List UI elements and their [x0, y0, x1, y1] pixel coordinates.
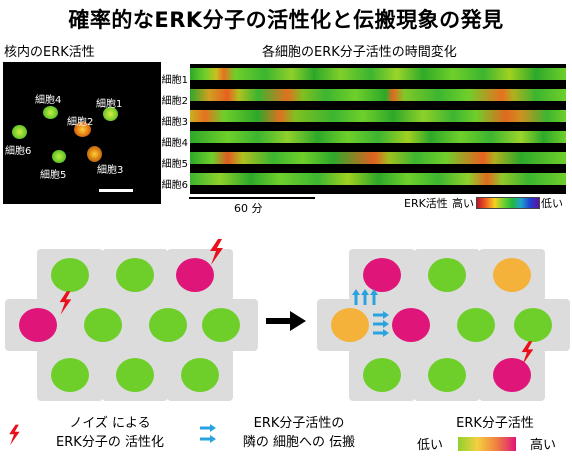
legend-propagation-line2: 隣の 細胞への 伝搬: [242, 435, 356, 450]
nucleus-active: [493, 358, 531, 392]
lightning-icon: [59, 291, 72, 315]
lightning-icon: [521, 341, 534, 365]
cell: [5, 299, 71, 351]
nucleus-inactive: [51, 358, 89, 392]
nucleus-cell1: [103, 107, 118, 121]
cell: [135, 299, 201, 351]
cell: [37, 249, 103, 301]
cell: [447, 299, 513, 351]
legend-noise-line1: ノイズ による: [69, 416, 151, 431]
micro-label-cell2: 細胞2: [67, 117, 94, 128]
micro-label-cell4: 細胞4: [35, 95, 62, 106]
time-scale-bar: [189, 197, 315, 199]
legend-activity-high: 高い: [530, 438, 557, 453]
nucleus-active: [392, 308, 430, 342]
scale-bar: [99, 189, 133, 192]
cell: [37, 349, 103, 401]
legend-noise-line2: ERK分子の 活性化: [56, 435, 164, 450]
colorscale-bar: [476, 197, 540, 209]
micro-label-cell3: 細胞3: [97, 165, 124, 176]
micro-label-cell1: 細胞1: [96, 99, 123, 110]
kymo-row-cell2: [190, 89, 566, 101]
nucleus-intermediate: [493, 258, 531, 292]
colorscale-low-label: 低い: [541, 197, 563, 210]
nucleus-active: [19, 308, 57, 342]
legend-propagation: ERK分子活性の 隣の 細胞への 伝搬: [224, 414, 374, 452]
nucleus-active: [176, 258, 214, 292]
micro-label-cell6: 細胞6: [5, 146, 32, 157]
kymo-row-label: 細胞1: [161, 75, 188, 86]
kymo-row-cell5: [190, 152, 566, 164]
cell: [192, 299, 258, 351]
nucleus-cell4: [43, 106, 58, 119]
kymo-row-label: 細胞2: [161, 96, 188, 107]
cell: [102, 349, 168, 401]
cell: [382, 299, 448, 351]
cell: [479, 249, 545, 301]
nucleus-inactive: [116, 258, 154, 292]
figure-title: 確率的なERK分子の活性化と伝搬現象の発見: [68, 8, 504, 32]
nucleus-inactive: [51, 258, 89, 292]
legend-propagation-line1: ERK分子活性の: [253, 416, 345, 431]
cell: [414, 249, 480, 301]
cell-sheet-before: [0, 239, 260, 401]
micro-label-cell5: 細胞5: [40, 170, 67, 181]
nucleus-inactive: [457, 308, 495, 342]
lightning-icon: [9, 424, 20, 446]
nucleus-cell5: [52, 150, 66, 163]
colorscale-high-label: 高い: [452, 197, 474, 210]
legend-noise: ノイズ による ERK分子の 活性化: [30, 414, 190, 452]
kymo-row-label: 細胞3: [161, 117, 188, 128]
cell: [479, 349, 545, 401]
kymo-row-label: 細胞4: [161, 138, 188, 149]
cell: [349, 249, 415, 301]
nucleus-cell6: [12, 125, 27, 139]
nucleus-inactive: [428, 358, 466, 392]
nucleus-inactive: [514, 308, 552, 342]
nucleus-inactive: [202, 308, 240, 342]
micrograph-heading: 核内のERK活性: [4, 45, 95, 60]
nucleus-intermediate: [331, 308, 369, 342]
legend-activity-low: 低い: [417, 438, 444, 453]
nucleus-active: [363, 258, 401, 292]
propagation-arrows-up-icon: [352, 289, 378, 305]
kymograph: [190, 64, 566, 194]
kymo-row-cell1: [190, 68, 566, 80]
cell: [167, 349, 233, 401]
nucleus-inactive: [116, 358, 154, 392]
transition-arrow-icon: [266, 311, 306, 331]
nucleus-inactive: [363, 358, 401, 392]
nuclear-erk-micrograph: 細胞4 細胞1 細胞2 細胞6 細胞5 細胞3: [3, 62, 161, 204]
propagation-arrows-left-icon: [373, 311, 389, 337]
legend-activity-title: ERK分子活性: [456, 416, 534, 431]
time-scale-label: 60 分: [234, 202, 263, 215]
activity-gradient-bar: [458, 437, 516, 451]
kymo-row-cell4: [190, 131, 566, 143]
cell: [167, 249, 233, 301]
nucleus-cell3: [87, 146, 102, 162]
nucleus-inactive: [428, 258, 466, 292]
cell: [414, 349, 480, 401]
cell-sheet-after: [312, 245, 572, 401]
kymo-row-label: 細胞6: [161, 180, 188, 191]
cell: [349, 349, 415, 401]
nucleus-cell2: [74, 122, 91, 137]
propagation-legend-icon: [200, 424, 216, 443]
kymograph-heading: 各細胞のERK分子活性の時間変化: [262, 45, 457, 60]
cell: [102, 249, 168, 301]
kymo-row-cell3: [190, 110, 566, 122]
kymo-row-cell6: [190, 173, 566, 185]
lightning-icon: [210, 239, 223, 265]
nucleus-inactive: [181, 358, 219, 392]
cell: [317, 299, 383, 351]
cell: [70, 299, 136, 351]
nucleus-inactive: [84, 308, 122, 342]
kymo-row-label: 細胞5: [161, 159, 188, 170]
cell: [504, 299, 570, 351]
colorscale-label: ERK活性: [404, 197, 448, 210]
nucleus-inactive: [149, 308, 187, 342]
